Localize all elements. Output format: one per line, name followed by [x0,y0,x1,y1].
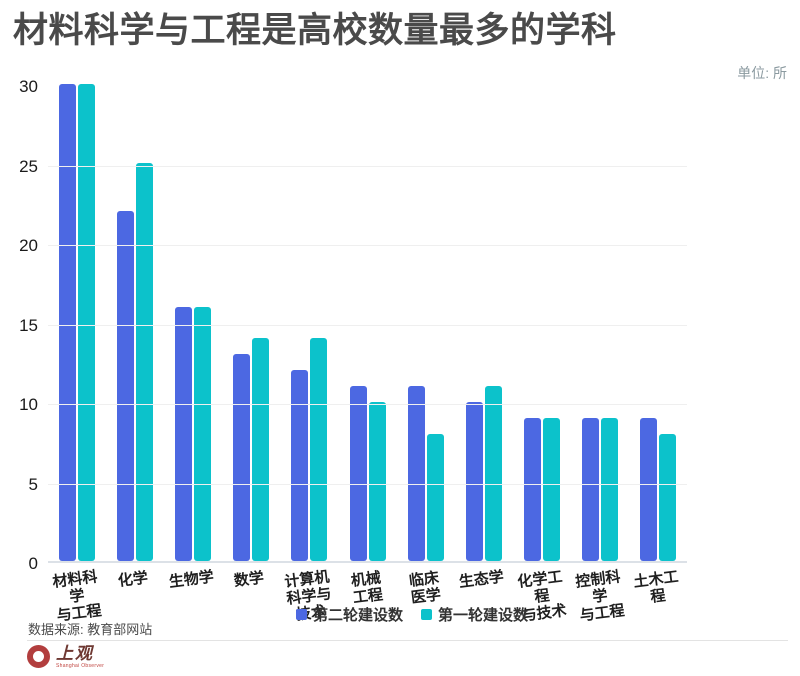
legend: 第二轮建设数 第一轮建设数 [12,604,800,625]
gridline-10 [48,404,687,405]
gridline-25 [48,165,687,167]
bar-series2 [252,338,270,561]
y-tick-label-0: 0 [28,554,38,573]
bar-series1 [523,418,541,561]
logo-subtext: Shanghai Observer [56,663,105,669]
bar-series1 [639,418,657,561]
bar-group [571,418,629,561]
bar-group [222,338,280,561]
bar-group [106,163,164,561]
bar-series2 [78,84,96,561]
bar-series2 [194,307,212,561]
legend-swatch-icon [421,609,432,620]
gridline-15 [48,324,687,326]
bar-group [280,338,338,561]
bar-group [164,307,222,561]
unit-label: 单位: 所 [737,65,787,81]
logo-ring-icon [27,645,50,668]
bar-series2 [484,386,502,561]
chart-title: 材料科学与工程是高校数量最多的学科 [13,11,617,50]
bar-series2 [368,402,386,561]
bar-series1 [465,402,483,561]
bar-series1 [59,84,77,561]
legend-swatch-icon [295,609,307,620]
legend-item: 第一轮建设数 [421,604,528,625]
bar-series1 [233,354,251,561]
bar-group [455,386,513,561]
publisher-logo: 上观 Shanghai Observer [27,645,104,669]
legend-item: 第二轮建设数 [295,604,403,625]
bar-series1 [407,386,425,561]
y-tick-label-10: 10 [19,395,38,414]
bar-group [48,84,106,561]
bar-series2 [600,418,618,561]
logo-name: 上观 [56,644,94,663]
bar-series2 [658,434,676,561]
y-tick-label-25: 25 [19,156,38,176]
bar-series1 [291,370,309,561]
bar-series2 [426,434,444,561]
bar-group [338,386,396,561]
bar-series2 [310,338,328,561]
y-tick-label-20: 20 [19,236,38,255]
footer-divider [27,640,788,641]
bar-series2 [136,163,154,561]
bar-series1 [349,386,367,561]
y-tick-label-15: 15 [19,315,38,335]
bar-group [629,418,687,561]
bar-group [397,386,455,561]
bar-series1 [581,418,599,561]
bar-group [513,418,571,561]
legend-label: 第二轮建设数 [312,607,403,624]
gridline-20 [48,245,687,246]
y-tick-label-5: 5 [28,474,38,494]
bar-series2 [542,418,560,561]
bar-groups-container [48,84,687,561]
gridline-5 [48,483,687,485]
source-note: 数据来源: 教育部网站 [28,622,153,637]
y-tick-label-30: 30 [19,77,38,96]
bar-series1 [175,307,193,561]
plot-area [48,84,687,563]
bar-series1 [117,211,135,561]
legend-label: 第一轮建设数 [438,607,529,624]
